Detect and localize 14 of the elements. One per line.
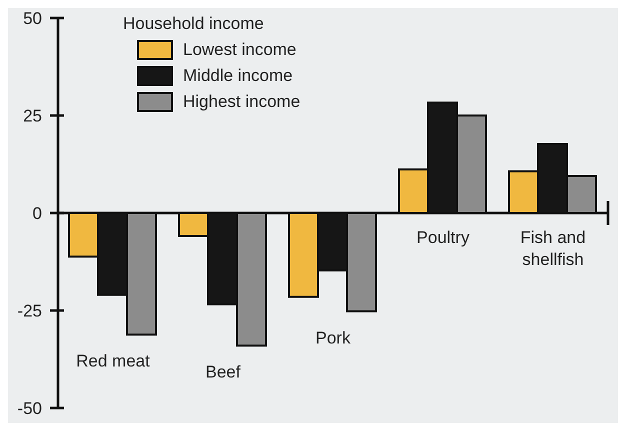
- x-tick-label: Red meat: [76, 352, 150, 371]
- y-tick-label: -50: [17, 398, 42, 418]
- legend-label: Middle income: [183, 66, 293, 86]
- legend-label: Lowest income: [183, 40, 296, 60]
- x-tick-label: Pork: [316, 328, 351, 348]
- legend-title: Household income: [123, 14, 265, 34]
- y-tick-label: -25: [17, 301, 42, 320]
- x-tick-label: Fish and shellfish: [520, 228, 586, 269]
- x-tick-label: Beef: [206, 362, 241, 382]
- x-tick-label: Poultry: [416, 228, 470, 247]
- y-tick-label: 25: [23, 106, 42, 126]
- y-tick-label: 0: [32, 204, 42, 223]
- legend-label: Highest income: [183, 92, 300, 112]
- y-tick-label: 50: [23, 8, 42, 28]
